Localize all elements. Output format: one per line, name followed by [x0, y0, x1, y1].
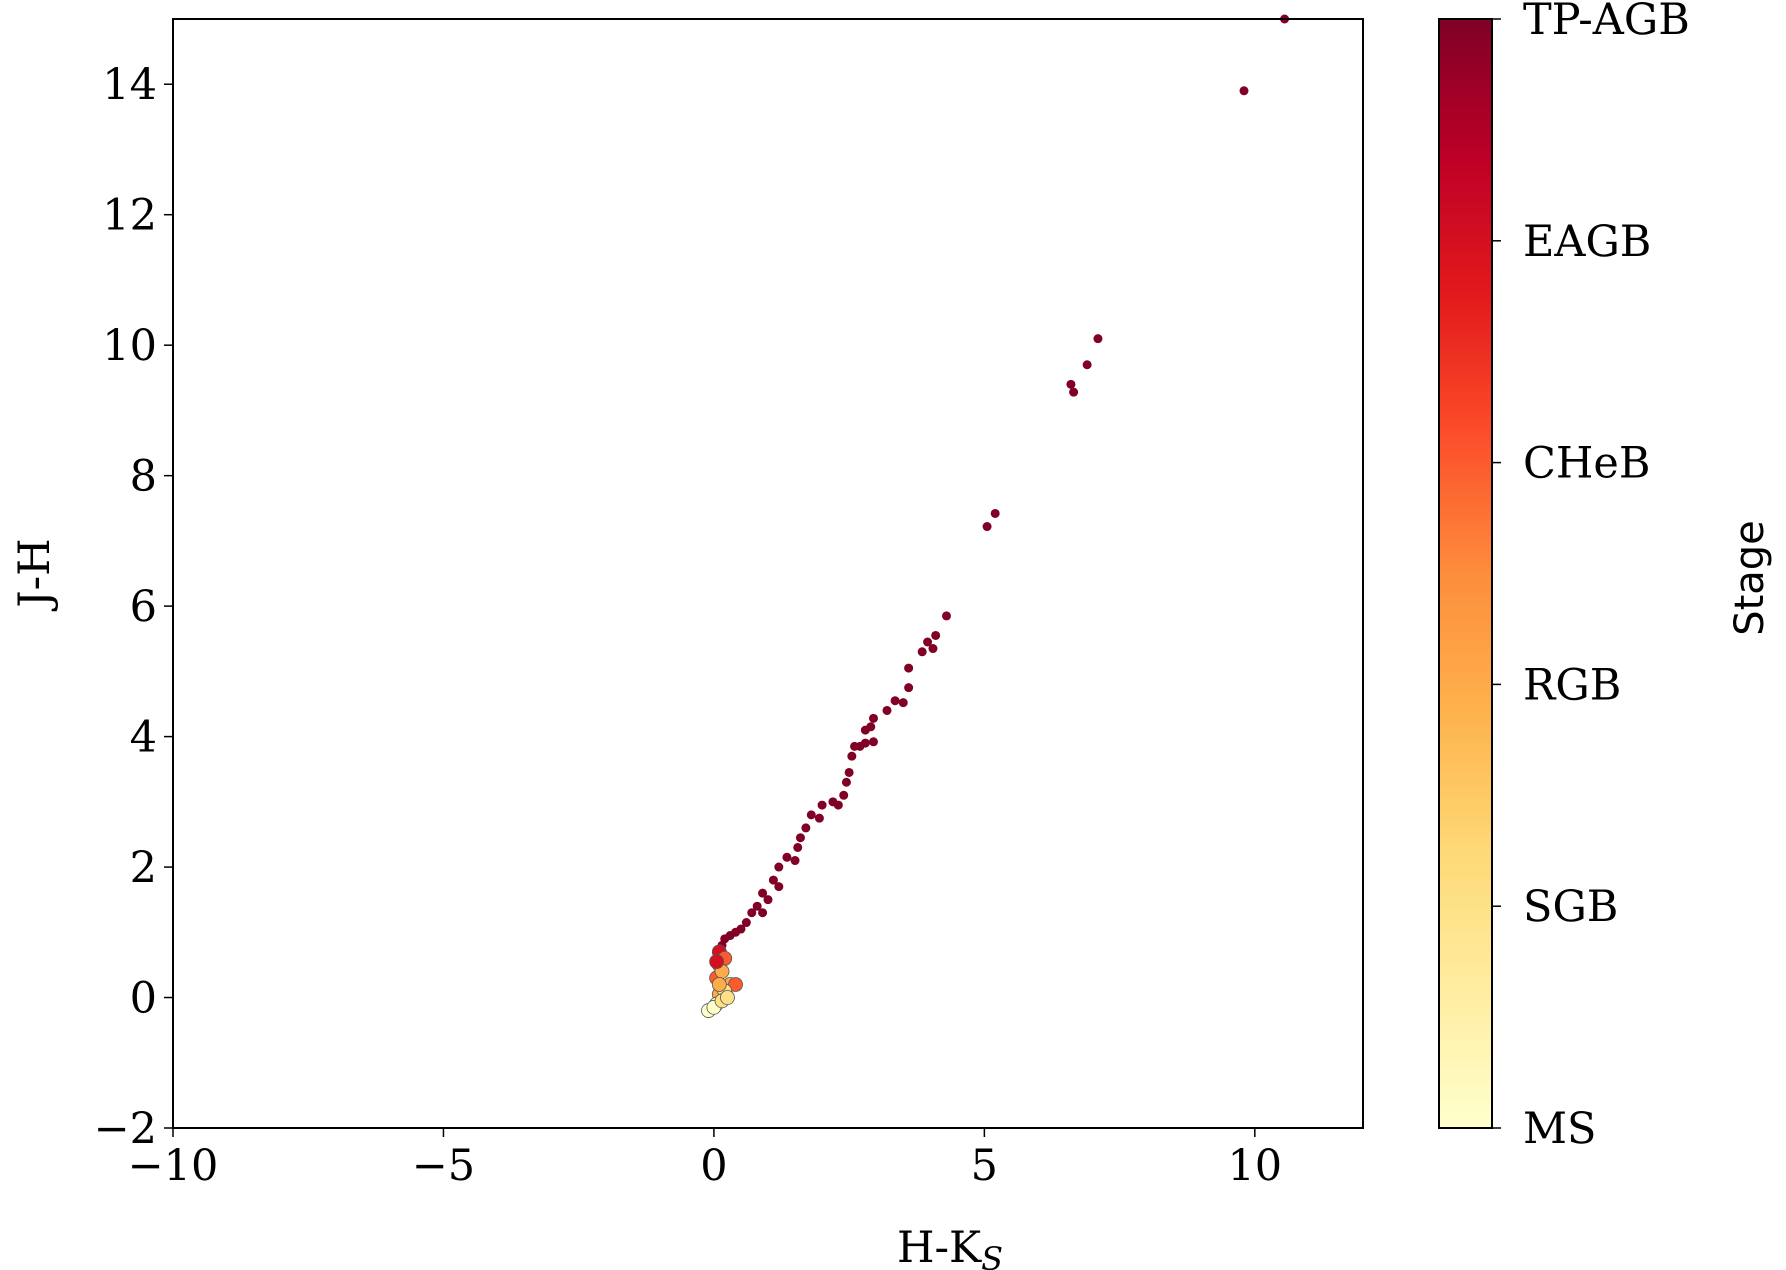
point [741, 918, 751, 928]
y-axis-label: J-H [10, 538, 60, 611]
point [728, 977, 743, 992]
colorbar-tick-label: MS [1523, 1104, 1597, 1154]
point [1082, 360, 1092, 370]
point [795, 833, 805, 843]
x-tick-label: 10 [1227, 1141, 1282, 1191]
y-tick-label: 2 [130, 843, 157, 893]
point [931, 630, 941, 640]
point [1093, 334, 1103, 344]
point [711, 977, 727, 992]
y-tick-label: 4 [130, 713, 157, 763]
point [868, 737, 878, 747]
point [817, 800, 827, 810]
y-tick-label: 0 [130, 974, 157, 1024]
point [774, 862, 784, 872]
point [1239, 86, 1249, 96]
colorbar [1438, 18, 1493, 1129]
point [763, 895, 773, 905]
point [758, 888, 768, 898]
colorbar-tick-label: EAGB [1523, 217, 1651, 267]
x-tick-label: −5 [412, 1141, 475, 1191]
point [841, 777, 851, 787]
point [942, 611, 951, 621]
point [747, 908, 757, 918]
point [868, 713, 878, 723]
point [898, 698, 908, 708]
point [793, 842, 803, 852]
point [758, 908, 768, 918]
point [844, 767, 854, 777]
y-tick-label: 12 [102, 191, 157, 241]
y-tick-label: 14 [102, 60, 157, 110]
point [790, 856, 800, 866]
x-tick-label: 0 [700, 1141, 727, 1191]
point [709, 954, 725, 970]
x-axis-label: H-KS [897, 1223, 1003, 1270]
point [928, 644, 938, 654]
colorbar-tick-label: SGB [1523, 882, 1618, 932]
colorbar-tick-label: CHeB [1523, 439, 1650, 489]
point [833, 800, 843, 810]
plot-frame [172, 18, 1364, 1129]
point [904, 663, 914, 673]
point [847, 751, 857, 761]
x-axis-label-subscript: S [981, 1240, 1003, 1270]
x-axis-label-text: H-K [897, 1223, 982, 1270]
point [882, 705, 892, 715]
point [982, 522, 992, 532]
x-tick-label: −10 [128, 1141, 219, 1191]
point [917, 647, 927, 657]
point [768, 875, 778, 885]
x-tick-label: 5 [971, 1141, 998, 1191]
point [774, 882, 784, 892]
point [904, 683, 914, 693]
plot-area [173, 19, 1363, 1128]
point [839, 790, 849, 800]
colorbar-label: Stage [1727, 520, 1773, 636]
point [1066, 379, 1076, 389]
point [720, 990, 735, 1005]
point [782, 852, 792, 862]
y-tick-label: 10 [102, 321, 157, 371]
y-tick-label: −2 [94, 1104, 157, 1154]
point [860, 725, 870, 735]
point [806, 810, 816, 820]
colorbar-tick-label: TP-AGB [1523, 0, 1690, 45]
y-tick-label: 8 [130, 452, 157, 502]
colorbar-tick-label: RGB [1523, 660, 1621, 710]
point [923, 637, 933, 647]
point [855, 741, 865, 751]
point [814, 813, 824, 823]
point [990, 508, 1000, 518]
point [801, 823, 811, 833]
point [752, 901, 762, 911]
point [1069, 387, 1079, 397]
point [890, 696, 900, 706]
y-tick-label: 6 [130, 582, 157, 632]
